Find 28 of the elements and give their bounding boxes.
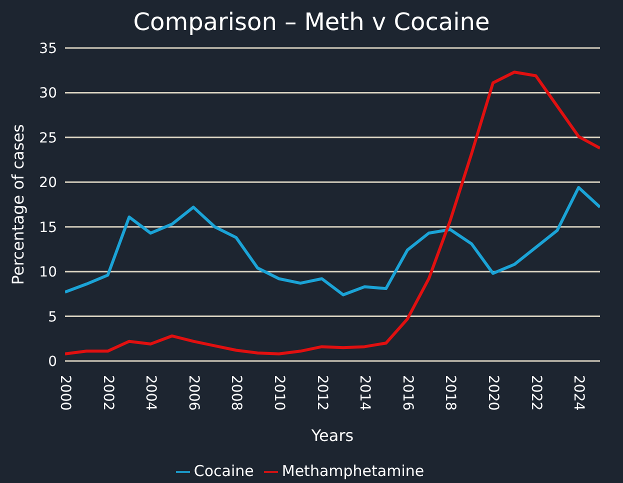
x-tick-label: 2014: [356, 375, 373, 411]
x-tick-label: 2016: [399, 375, 416, 411]
y-tick-label: 5: [48, 309, 57, 326]
legend-label: Cocaine: [194, 462, 254, 480]
x-tick-label: 2010: [271, 375, 287, 411]
x-tick-label: 2004: [142, 375, 159, 411]
x-tick-label: 2024: [570, 375, 587, 411]
x-tick-label: 2002: [100, 375, 116, 411]
chart-title: Comparison – Meth v Cocaine: [132, 8, 491, 36]
x-tick-label: 2020: [485, 375, 501, 411]
y-tick-label: 0: [48, 354, 57, 370]
x-tick-label: 2000: [57, 375, 73, 411]
y-tick-label: 15: [39, 220, 57, 236]
x-tick-label: 2008: [228, 375, 244, 411]
y-tick-label: 30: [39, 86, 57, 102]
x-tick-label: 2012: [314, 375, 330, 411]
y-tick-label: 25: [39, 130, 57, 146]
y-axis-title: Percentage of cases: [8, 124, 28, 285]
line-series: [65, 70, 600, 356]
x-tick-label: 2018: [442, 375, 458, 411]
line-series: [65, 186, 600, 296]
x-tick-label: 2022: [528, 375, 544, 411]
legend-label: Methamphetamine: [282, 462, 424, 480]
x-axis-title: Years: [310, 426, 354, 445]
y-tick-label: 35: [39, 40, 57, 57]
y-tick-label: 20: [39, 175, 57, 192]
x-tick-label: 2006: [185, 375, 202, 411]
y-tick-label: 10: [39, 264, 57, 281]
